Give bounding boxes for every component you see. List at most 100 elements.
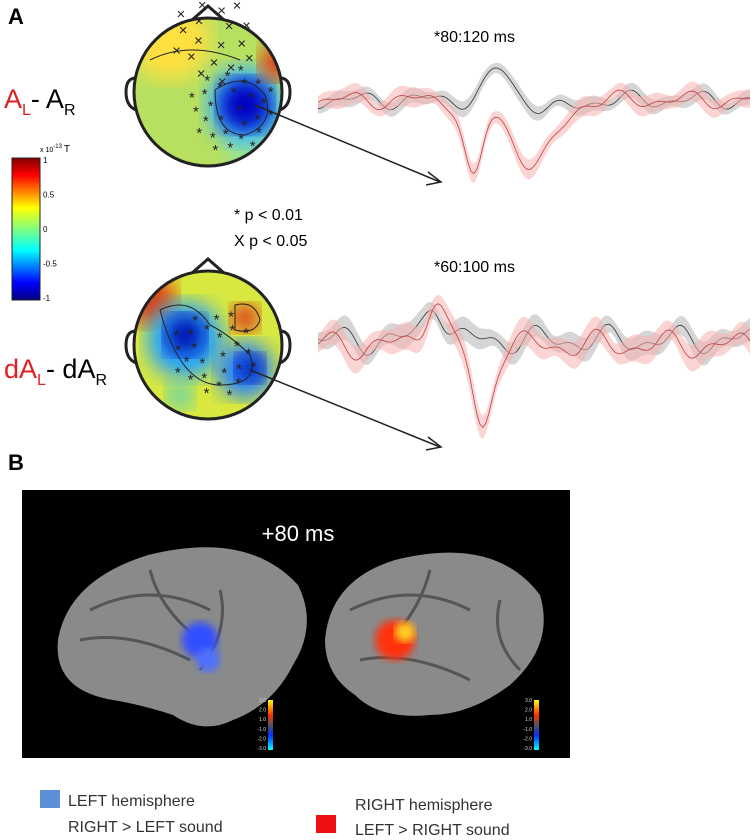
sensor-marker: ×: [177, 6, 186, 23]
decoration: 3.0 2.0 1.0 -1.0 -2.0 -3.0 3.0 2.0 1.0 -1.0 -2.0 -3…: [257, 698, 532, 752]
sensor-marker: ×: [172, 42, 181, 59]
confidence-band: [318, 294, 750, 440]
sensor-marker: *: [236, 361, 242, 378]
decoration: [231, 304, 259, 332]
sensor-marker: ×: [194, 33, 203, 50]
sensor-marker: ×: [198, 0, 207, 14]
mean-trace: [317, 89, 751, 175]
sensor-marker: *: [210, 129, 216, 146]
sensor-marker: ×: [225, 18, 234, 35]
scale-label: -2.0: [257, 736, 266, 742]
sensor-marker: ×: [197, 65, 206, 82]
decoration: [57, 547, 307, 727]
sensor-marker: *: [216, 378, 222, 395]
sensor-marker: *: [214, 312, 220, 329]
scale-label: 2.0: [525, 708, 532, 714]
decoration: [214, 80, 268, 136]
colorbar: [11, 157, 41, 301]
decoration: [325, 552, 544, 716]
time-window: *80:120 ms: [434, 29, 515, 46]
decoration: [279, 76, 292, 112]
legend-title: RIGHT hemisphere: [355, 797, 493, 814]
sensor-marker: *: [234, 338, 240, 355]
sensor-marker: *: [225, 68, 231, 85]
sensor-marker: *: [204, 385, 210, 402]
decoration: [134, 271, 282, 419]
sensor-marker: *: [243, 325, 249, 342]
sensor-marker: *: [238, 131, 244, 148]
scale-label: -1.0: [257, 727, 266, 733]
sensor-marker: *: [192, 313, 198, 330]
sensor-marker: *: [196, 125, 202, 142]
waveforms: [317, 62, 751, 440]
sensor-marker: *: [251, 359, 257, 376]
sensor-marker: *: [212, 142, 218, 159]
sensor-marker: *: [220, 348, 226, 365]
decoration: [425, 171, 443, 186]
time-window: *60:100 ms: [434, 259, 515, 276]
significance-label: X p < 0.05: [234, 233, 307, 250]
sensor-marker: *: [217, 330, 223, 347]
legend-title: LEFT hemisphere: [68, 793, 195, 810]
decoration: [395, 622, 415, 642]
decoration: [279, 329, 292, 365]
decoration: [132, 16, 284, 168]
sensor-marker: *: [268, 107, 274, 124]
arrows: [249, 104, 443, 451]
sensor-marker: *: [203, 113, 209, 130]
mean-trace: [317, 303, 751, 429]
sensor-marker: *: [199, 355, 205, 372]
significance-label: * p < 0.01: [234, 207, 303, 224]
decoration: [134, 18, 282, 166]
panel-label: A: [8, 4, 24, 29]
sensor-marker: *: [241, 118, 247, 135]
decoration: [124, 76, 137, 112]
sensor-marker: *: [218, 112, 224, 129]
panel-label: B: [8, 450, 24, 475]
decoration: [196, 648, 220, 672]
condition-label: AL- AR: [4, 84, 76, 119]
sensor-marker: *: [193, 104, 199, 121]
decoration: [260, 44, 282, 80]
sensor-marker: *: [188, 371, 194, 388]
decoration: [254, 104, 441, 183]
sensor-marker: ×: [242, 17, 251, 34]
scale-label: -2.0: [523, 736, 532, 742]
sensor-marker: *: [184, 353, 190, 370]
sensor-marker: *: [229, 322, 235, 339]
sensor-marker: *: [228, 308, 234, 325]
scale-label: 1.0: [259, 717, 266, 723]
decoration: [219, 79, 271, 131]
decoration: [79, 569, 224, 671]
sensor-marker: *: [227, 140, 233, 157]
decoration: [191, 257, 225, 275]
sensor-marker: ×: [227, 60, 236, 77]
condition-label: dAL- dAR: [4, 354, 107, 389]
scale-bar: [534, 700, 539, 750]
sensor-marker: ×: [210, 55, 219, 72]
decoration: 1 0.5 0 -0.5 -1: [43, 156, 57, 303]
sensor-marker: *: [250, 138, 256, 155]
legend-swatch: [316, 815, 336, 833]
sensor-marker: *: [204, 73, 210, 90]
sensor-marker: *: [189, 89, 195, 106]
sensor-marker: *: [256, 125, 262, 142]
scale-bar: [268, 700, 273, 750]
sensor-marker: *: [268, 84, 274, 101]
sensor-marker: ×: [217, 37, 226, 54]
sensor-marker: *: [202, 86, 208, 103]
legend-text: RIGHT > LEFT sound: [68, 819, 223, 836]
sensor-markers: ************************** **×××××××××× ××…: [172, 0, 274, 404]
legend-text: LEFT > RIGHT sound: [355, 822, 510, 839]
scale-label: 3.0: [525, 698, 532, 704]
sensor-marker: *: [255, 76, 261, 93]
sensor-marker: *: [255, 111, 261, 128]
decoration: [249, 369, 441, 448]
sensor-marker: ×: [245, 50, 254, 67]
sensor-marker: *: [227, 387, 233, 404]
sensor-marker: *: [223, 126, 229, 143]
sensor-marker: *: [217, 79, 223, 96]
sensor-marker: ×: [233, 0, 242, 15]
decoration: [425, 436, 443, 451]
time-label: +80 ms: [262, 521, 335, 546]
